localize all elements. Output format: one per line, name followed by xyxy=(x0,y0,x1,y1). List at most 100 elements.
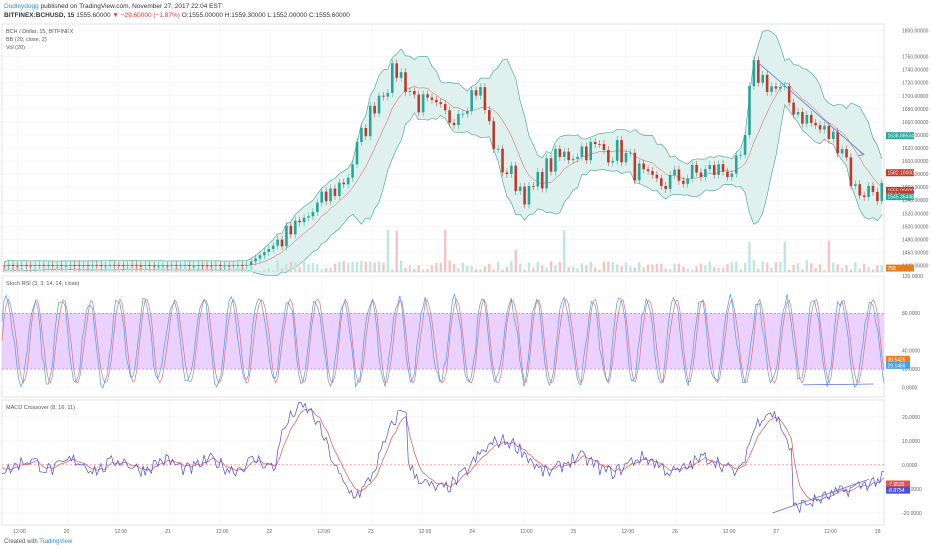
trend-line xyxy=(756,61,865,155)
volume-bar xyxy=(298,266,301,272)
candle-body xyxy=(836,131,839,154)
y-tick-label: 40.0000 xyxy=(902,348,920,354)
candle-body xyxy=(448,110,451,123)
volume-bar xyxy=(757,268,760,272)
candle-body xyxy=(408,90,412,93)
candle-body xyxy=(166,265,169,267)
candle-body xyxy=(426,94,429,98)
volume-bar xyxy=(16,267,19,272)
candle-body xyxy=(245,264,249,266)
y-tick-label: 1620.00000 xyxy=(902,146,929,152)
volume-bar xyxy=(558,261,562,272)
candle-body xyxy=(293,220,297,235)
price-label-bg xyxy=(886,264,914,272)
volume-bar xyxy=(42,270,46,272)
y-tick-label: 1460.00000 xyxy=(902,250,929,256)
candle-body xyxy=(413,90,416,95)
volume-bar xyxy=(272,270,275,272)
volume-bar xyxy=(183,269,187,272)
volume-bar xyxy=(717,267,720,272)
volume-bar xyxy=(545,267,548,272)
candle-body xyxy=(377,95,381,114)
volume-bar xyxy=(280,268,284,272)
volume-bar xyxy=(148,269,151,272)
y-tick-label: -10.0000 xyxy=(902,487,922,493)
y-tick-label: 1640.00000 xyxy=(902,133,929,139)
candle-body xyxy=(161,265,165,267)
candle-body xyxy=(690,164,694,179)
volume-bar xyxy=(64,269,68,272)
x-tick-label: 12:00 xyxy=(419,529,432,535)
candle-body xyxy=(24,265,28,266)
pane-title: BCH / Dollar, 15, BITFINEX xyxy=(6,29,74,35)
candle-body xyxy=(192,265,196,267)
macd-label-bg xyxy=(886,480,910,488)
chart-canvas[interactable]: 1800.00000 1760.00000 1740.00000 1720.00000… xyxy=(0,20,932,540)
volume-bar xyxy=(695,266,698,272)
y-tick-label: 1720.00000 xyxy=(902,81,929,87)
y-tick-label: 20.0000 xyxy=(902,415,920,421)
macd-trend-line xyxy=(772,478,869,514)
macd-label: -7.9535 xyxy=(886,480,910,488)
tradingview-logo[interactable]: TradingView xyxy=(39,539,73,545)
volume-bar xyxy=(673,263,676,272)
volume-bar xyxy=(633,267,637,272)
y-tick-label: 1520.00000 xyxy=(902,211,929,217)
candle-body xyxy=(214,264,218,266)
pane-frame xyxy=(1,399,885,526)
candle-body xyxy=(201,265,204,267)
candle-body xyxy=(607,149,610,163)
volume-bar xyxy=(360,260,363,272)
macd-pane: 20.0000 10.0000 0.0000 -10.0000 -20.0000 MACD… xyxy=(1,399,922,526)
volume-bar xyxy=(294,262,297,272)
volume-bar xyxy=(197,270,200,272)
x-tick-label: 12:00 xyxy=(317,529,330,535)
candle-body xyxy=(346,177,350,185)
candle-body xyxy=(589,141,593,161)
candle-body xyxy=(726,171,729,178)
volume-bar xyxy=(651,264,654,272)
volume-bar xyxy=(461,262,465,272)
candle-body xyxy=(320,191,324,203)
volume-bar xyxy=(483,266,487,272)
candle-body xyxy=(183,264,187,266)
price-label-text: 1638.88534 xyxy=(888,134,915,140)
candle-body xyxy=(351,164,354,178)
candle-body xyxy=(858,184,862,196)
candle-body xyxy=(42,265,46,266)
volume-bar xyxy=(739,268,742,272)
symbol-label: BITFINEX:BCHUSD, 15 xyxy=(4,12,75,19)
volume-bar xyxy=(395,230,398,272)
volume-bar xyxy=(713,266,716,272)
candle-body xyxy=(540,172,544,189)
volume-bar xyxy=(201,267,204,272)
created-with-text: Created with xyxy=(4,539,38,545)
volume-bar xyxy=(391,269,394,272)
volume-bar xyxy=(699,263,703,272)
candle-body xyxy=(60,265,63,266)
x-tick-label: 22 xyxy=(267,529,273,535)
candle-body xyxy=(514,165,518,192)
volume-bar xyxy=(563,230,566,272)
volume-bar xyxy=(399,260,403,272)
candle-body xyxy=(254,258,257,262)
stoch-label-bg xyxy=(886,361,910,369)
stoch-band xyxy=(2,313,884,370)
volume-bar xyxy=(646,264,650,272)
volume-bar xyxy=(249,267,253,272)
candle-body xyxy=(210,265,213,267)
candle-body xyxy=(677,169,681,181)
volume-bar xyxy=(818,264,822,272)
author-link[interactable]: Dudleydogg xyxy=(4,3,39,10)
volume-bar xyxy=(726,264,729,272)
stoch-label-text: 29.1469 xyxy=(888,363,906,369)
volume-bar xyxy=(611,261,614,272)
volume-bar xyxy=(770,267,773,272)
x-tick-label: 12:00 xyxy=(520,529,533,535)
volume-bar xyxy=(554,265,557,272)
y-tick-label: 1700.00000 xyxy=(902,94,929,100)
volume-bar xyxy=(69,270,72,272)
candle-body xyxy=(642,163,645,170)
last-price: 1555.60000 xyxy=(76,12,111,19)
volume-bar xyxy=(285,263,288,272)
